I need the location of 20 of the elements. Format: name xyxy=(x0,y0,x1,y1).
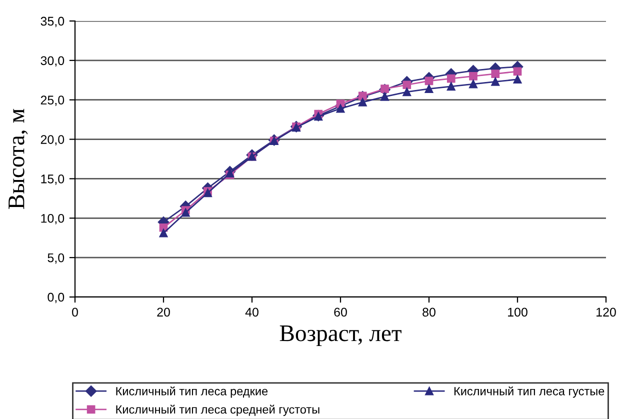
x-tick-label: 40 xyxy=(245,308,258,317)
y-tick-label: 5,0 xyxy=(48,253,64,264)
y-tick-label: 0,0 xyxy=(48,292,64,304)
legend-label: Кисличный тип леса средней густоты xyxy=(116,404,320,416)
y-axis-title: Высота, м xyxy=(8,108,28,210)
legend-label: Кисличный тип леса густые xyxy=(454,386,604,398)
x-axis-title: Возраст, лет xyxy=(280,326,402,346)
legend-label: Кисличный тип леса редкие xyxy=(116,386,268,398)
y-tick-label: 20,0 xyxy=(40,135,64,146)
x-tick-label: 0 xyxy=(72,308,78,317)
x-tick-label: 100 xyxy=(508,308,528,317)
x-tick-label: 60 xyxy=(334,308,347,317)
x-tick-label: 20 xyxy=(157,308,170,317)
x-tick-label: 80 xyxy=(422,308,436,317)
y-tick-label: 35,0 xyxy=(40,16,64,28)
y-tick-label: 10,0 xyxy=(41,214,64,224)
y-tick-label: 25,0 xyxy=(40,96,64,106)
y-tick-label: 30,0 xyxy=(40,56,64,67)
x-tick-label: 120 xyxy=(596,308,616,317)
y-tick-label: 15,0 xyxy=(41,174,64,185)
